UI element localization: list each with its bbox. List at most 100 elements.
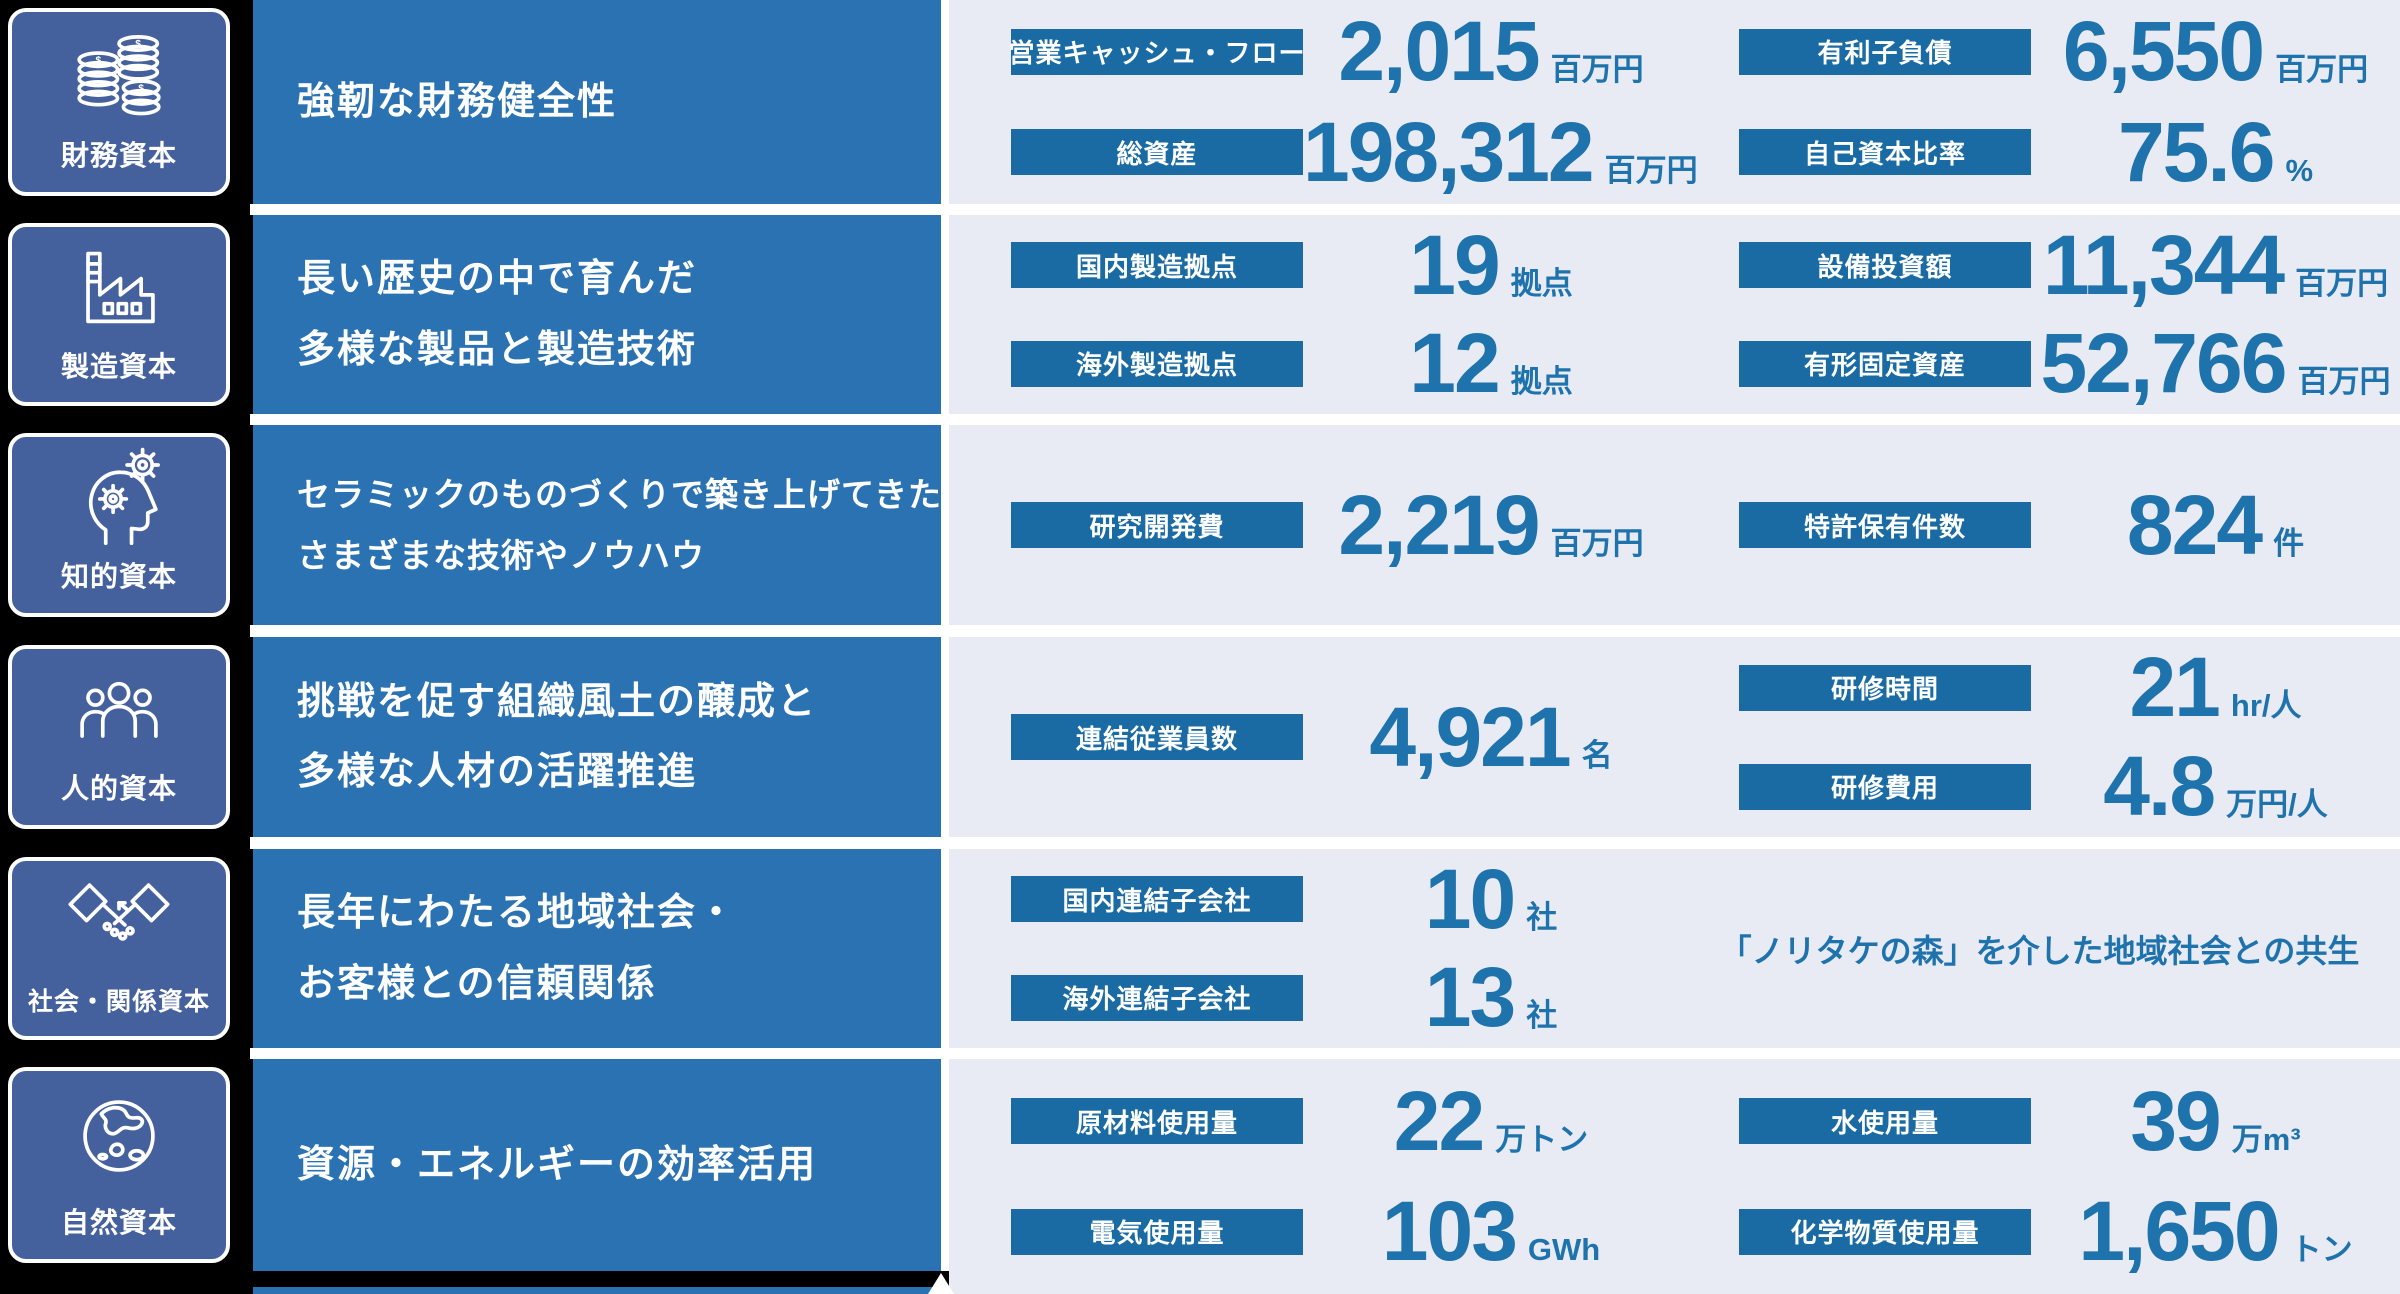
metric-label-chip: 研修費用 — [1739, 763, 2031, 810]
metric-unit: 名 — [1581, 737, 1613, 773]
metric-unit: hr/人 — [2230, 688, 2302, 723]
metrics-panel: 国内製造拠点 19 拠点 海外製造拠点 12 拠点 設備投資額 11,344 百万円 … — [949, 215, 2400, 414]
capital-description: 長い歴史の中で育んだ 多様な製品と製造技術 — [253, 215, 941, 414]
metric-label-chip: 原材料使用量 — [1011, 1098, 1303, 1145]
next-row-cutoff-strip — [253, 1287, 941, 1294]
metric-unit: 万m³ — [2231, 1121, 2301, 1157]
metric-label-chip: 水使用量 — [1739, 1098, 2031, 1145]
row-intellectual-capital: 知的資本 セラミックのものづくりで築き上げてきた さまざまな技術やノウハウ 研究… — [0, 425, 2400, 625]
metric: 化学物質使用量 1,650 トン — [1679, 1183, 2400, 1280]
description-line: 多様な製品と製造技術 — [297, 328, 698, 371]
metric-label-chip: 有形固定資産 — [1739, 340, 2031, 387]
metric-label-chip: 化学物質使用量 — [1739, 1208, 2031, 1255]
metric-label-chip: 設備投資額 — [1739, 242, 2031, 289]
metric: 海外製造拠点 12 拠点 — [949, 315, 1679, 412]
description-line: 挑戦を促す組織風土の醸成と — [297, 680, 818, 723]
metric-value: 824 — [2126, 477, 2263, 572]
capital-tile-manufacturing: 製造資本 — [8, 223, 230, 406]
svg-text:$: $ — [95, 55, 101, 66]
metric-label-chip: 自己資本比率 — [1739, 129, 2031, 176]
tile-column: 社会・関係資本 — [0, 849, 253, 1048]
metrics-panel: 営業キャッシュ・フロー 2,015 百万円 総資産 198,312 百万円 有利子負… — [949, 0, 2400, 204]
metric-label-chip: 国内製造拠点 — [1011, 242, 1303, 289]
tile-column: 人的資本 — [0, 637, 253, 837]
metric-label-chip: 研究開発費 — [1011, 502, 1303, 548]
capital-label: 社会・関係資本 — [27, 988, 210, 1016]
metric-unit: 百万円 — [2275, 52, 2369, 88]
capital-label: 財務資本 — [60, 140, 177, 171]
capital-label: 人的資本 — [60, 773, 177, 804]
metric-label-chip: 海外連結子会社 — [1011, 974, 1303, 1021]
metric: 営業キャッシュ・フロー 2,015 百万円 — [949, 3, 1679, 100]
row-manufacturing-capital: 製造資本 長い歴史の中で育んだ 多様な製品と製造技術 国内製造拠点 19 拠点 海… — [0, 215, 2400, 414]
metric: 設備投資額 11,344 百万円 — [1679, 217, 2400, 314]
description-line: 多様な人材の活躍推進 — [297, 751, 698, 793]
row-financial-capital: $ $ $ 財務資本 強靭な財務健全性 営業キャッシュ・フロー 2,015 百万円 — [0, 0, 2400, 204]
metric-label-chip: 電気使用量 — [1011, 1208, 1303, 1255]
tile-column: 自然資本 — [0, 1059, 253, 1271]
metric-value: 12 — [1409, 316, 1500, 411]
metric: 研修時間 21 hr/人 — [1679, 639, 2400, 736]
tile-column: 知的資本 — [0, 425, 253, 625]
metric-unit: 拠点 — [1510, 265, 1573, 301]
metric-unit: 件 — [2273, 525, 2305, 561]
metric-label-chip: 海外製造拠点 — [1011, 340, 1303, 387]
metric: 研修費用 4.8 万円/人 — [1679, 738, 2400, 835]
metric-value: 2,015 — [1338, 4, 1540, 99]
metric-unit: 百万円 — [1550, 52, 1644, 88]
description-line: さまざまな技術やノウハウ — [297, 537, 705, 574]
metric: 海外連結子会社 13 社 — [949, 949, 1679, 1046]
capital-label: 自然資本 — [60, 1207, 177, 1238]
metric-unit: 百万円 — [2295, 265, 2389, 301]
handshake-icon — [12, 861, 226, 982]
metric: 連結従業員数 4,921 名 — [949, 689, 1679, 786]
head-gears-icon — [12, 437, 226, 555]
metric: 国内製造拠点 19 拠点 — [949, 217, 1679, 314]
description-line: 長い歴史の中で育んだ — [297, 258, 698, 301]
metric-value: 52,766 — [2040, 316, 2288, 411]
capital-description: 長年にわたる地域社会・ お客様との信頼関係 — [253, 849, 941, 1048]
tile-column: $ $ $ 財務資本 — [0, 0, 253, 204]
description-line: 資源・エネルギーの効率活用 — [297, 1143, 818, 1186]
svg-text:$: $ — [135, 39, 141, 50]
metric-value: 75.6 — [2117, 104, 2275, 199]
metric-unit: 百万円 — [1604, 152, 1698, 188]
metric-value: 11,344 — [2042, 217, 2285, 312]
metric-value: 2,219 — [1338, 477, 1540, 572]
metric-label-chip: 有利子負債 — [1739, 28, 2031, 75]
metric: 研究開発費 2,219 百万円 — [949, 477, 1679, 574]
capital-label: 知的資本 — [60, 561, 177, 592]
metric-label-chip: 特許保有件数 — [1739, 502, 2031, 548]
community-note: 「ノリタケの森」を介した地域社会との共生 — [1719, 932, 2360, 969]
metric-unit: 百万円 — [2297, 364, 2391, 400]
metric-label-chip: 連結従業員数 — [1011, 714, 1303, 760]
row-social-capital: 社会・関係資本 長年にわたる地域社会・ お客様との信頼関係 国内連結子会社 10… — [0, 849, 2400, 1048]
description-line: セラミックのものづくりで築き上げてきた — [297, 475, 943, 513]
metric-value: 10 — [1424, 851, 1516, 946]
metric-value: 22 — [1393, 1073, 1485, 1168]
metric-value: 103 — [1381, 1184, 1518, 1279]
capital-description: セラミックのものづくりで築き上げてきた さまざまな技術やノウハウ — [253, 425, 941, 625]
row-human-capital: 人的資本 挑戦を促す組織風土の醸成と 多様な人材の活躍推進 連結従業員数 4,9… — [0, 637, 2400, 837]
metric-value: 4,921 — [1369, 689, 1571, 784]
capital-tile-intellectual: 知的資本 — [8, 433, 230, 617]
metric-value: 21 — [2129, 640, 2220, 734]
metrics-panel: 研究開発費 2,219 百万円 特許保有件数 824 件 — [949, 425, 2400, 625]
metric-label-chip: 営業キャッシュ・フロー — [1009, 28, 1305, 75]
metric: 国内連結子会社 10 社 — [949, 851, 1679, 948]
metric-value: 1,650 — [2078, 1184, 2280, 1279]
metric-unit: トン — [2290, 1232, 2353, 1268]
capital-description: 強靭な財務健全性 — [253, 0, 941, 204]
metric: 原材料使用量 22 万トン — [949, 1073, 1679, 1170]
metric-label-chip: 国内連結子会社 — [1011, 876, 1303, 923]
metric-unit: 万円/人 — [2226, 787, 2328, 822]
metric-unit: 拠点 — [1510, 364, 1573, 400]
metric-label-chip: 研修時間 — [1739, 664, 2031, 711]
metric: 自己資本比率 75.6% — [1679, 104, 2400, 201]
description-line: お客様との信頼関係 — [297, 962, 657, 1005]
factory-icon — [12, 227, 226, 345]
capital-tile-financial: $ $ $ 財務資本 — [8, 8, 230, 196]
metric-value: 13 — [1424, 950, 1516, 1045]
metric: 特許保有件数 824 件 — [1679, 477, 2400, 574]
